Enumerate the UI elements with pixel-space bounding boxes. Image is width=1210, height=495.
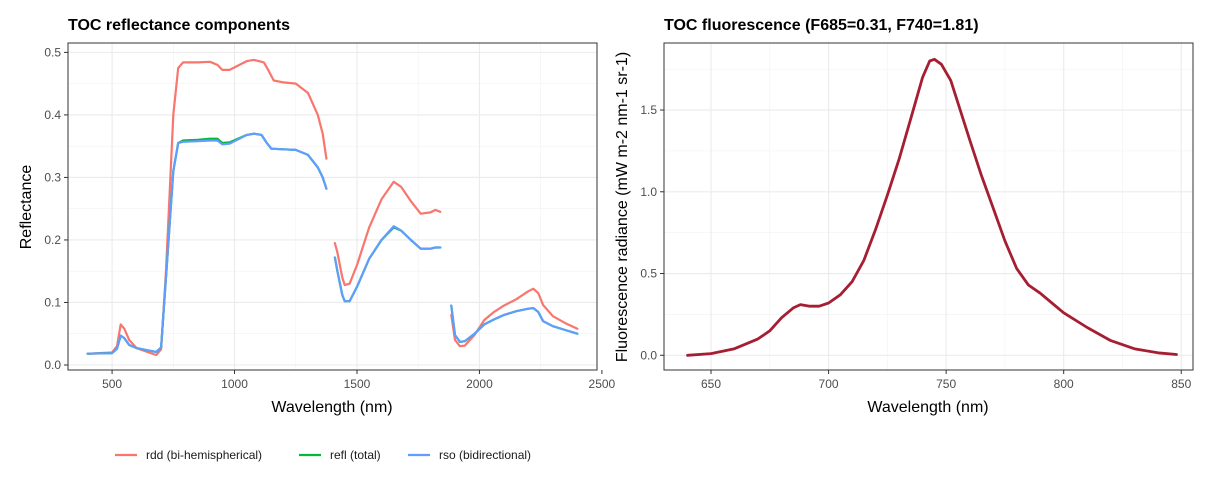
reflectance-x-tick-label: 1000: [221, 377, 248, 391]
reflectance-plot-area: [68, 43, 597, 370]
reflectance-panel-title: TOC reflectance components: [68, 17, 290, 34]
legend-label-rdd: rdd (bi-hemispherical): [146, 448, 262, 462]
reflectance-y-tick-label: 0.1: [44, 295, 61, 309]
reflectance-x-tick-label: 500: [102, 377, 122, 391]
fluorescence-grid: [664, 43, 1193, 370]
fluorescence-x-axis-label: Wavelength (nm): [867, 399, 988, 416]
reflectance-series-line-2: [450, 304, 579, 343]
fluorescence-y-tick-label: 0.5: [640, 267, 657, 281]
fluorescence-panel: TOC fluorescence (F685=0.31, F740=1.81) …: [614, 17, 1194, 416]
legend-label-refl: refl (total): [330, 448, 381, 462]
reflectance-y-tick-label: 0.2: [44, 233, 61, 247]
fluorescence-y-tick-label: 0.0: [640, 348, 657, 362]
reflectance-plot-border: [67, 42, 598, 371]
reflectance-series-line-2: [333, 225, 442, 303]
fluorescence-panel-title: TOC fluorescence (F685=0.31, F740=1.81): [664, 17, 979, 34]
reflectance-series-line-2: [86, 132, 328, 355]
fluorescence-x-tick-label: 650: [701, 377, 721, 391]
reflectance-panel: TOC reflectance components 500 1000 1500 20…: [18, 17, 616, 416]
reflectance-x-axis-label: Wavelength (nm): [271, 399, 392, 416]
fluorescence-series-lines: [686, 57, 1178, 357]
reflectance-series-lines: [86, 58, 579, 357]
reflectance-series-line-0: [333, 180, 442, 287]
reflectance-y-tick-label: 0.5: [44, 45, 61, 59]
reflectance-x-tick-label: 1500: [344, 377, 371, 391]
reflectance-grid: [68, 43, 597, 370]
fluorescence-series-line-0: [686, 57, 1178, 357]
reflectance-x-tick-label: 2000: [466, 377, 493, 391]
legend: rdd (bi-hemispherical) refl (total) rso …: [115, 448, 531, 462]
fluorescence-y-tick-label: 1.5: [640, 103, 657, 117]
fluorescence-y-tick-label: 1.0: [640, 185, 657, 199]
reflectance-y-tick-label: 0.4: [44, 108, 61, 122]
reflectance-x-ticks: 500 1000 1500 2000 2500: [102, 370, 616, 391]
reflectance-y-ticks: 0.0 0.1 0.2 0.3 0.4 0.5: [44, 45, 68, 372]
fluorescence-y-axis-label: Fluorescence radiance (mW m-2 nm-1 sr-1): [614, 52, 631, 362]
fluorescence-plot-area: [664, 43, 1193, 370]
reflectance-y-tick-label: 0.3: [44, 170, 61, 184]
fluorescence-y-ticks: 0.0 0.5 1.0 1.5: [640, 103, 664, 362]
reflectance-x-tick-label: 2500: [589, 377, 616, 391]
fluorescence-x-tick-label: 750: [936, 377, 956, 391]
fluorescence-plot-border: [663, 42, 1194, 371]
reflectance-y-axis-label: Reflectance: [18, 165, 35, 250]
reflectance-series-line-0: [86, 58, 328, 357]
fluorescence-x-ticks: 650 700 750 800 850: [701, 370, 1192, 391]
fluorescence-x-tick-label: 700: [819, 377, 839, 391]
fluorescence-x-tick-label: 800: [1054, 377, 1074, 391]
reflectance-series-line-0: [450, 287, 579, 348]
legend-label-rso: rso (bidirectional): [439, 448, 531, 462]
fluorescence-x-tick-label: 850: [1171, 377, 1191, 391]
reflectance-y-tick-label: 0.0: [44, 358, 61, 372]
